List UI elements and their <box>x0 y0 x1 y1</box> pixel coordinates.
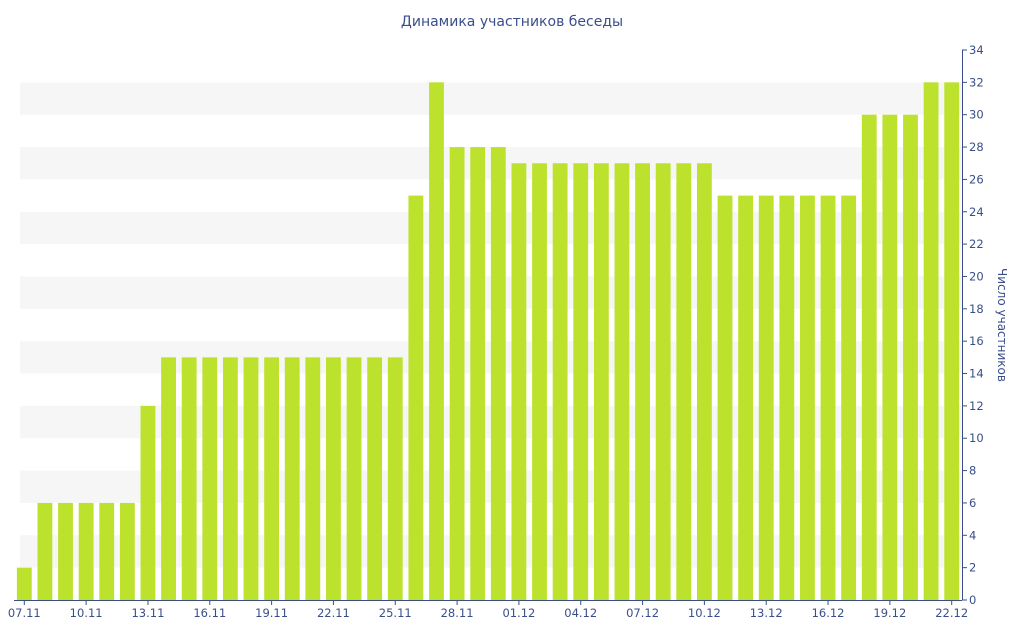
x-tick-label: 19.11 <box>255 606 288 620</box>
y-tick-label: 8 <box>969 464 976 478</box>
bar-series <box>16 82 960 601</box>
bar-25.11[interactable] <box>387 357 403 600</box>
bar-08.12[interactable] <box>655 163 671 601</box>
bar-05.12[interactable] <box>593 163 609 601</box>
x-tick-label: 16.12 <box>812 606 845 620</box>
bar-11.12[interactable] <box>717 195 733 600</box>
bar-19.12[interactable] <box>882 114 898 601</box>
bar-17.12[interactable] <box>841 195 857 600</box>
y-axis-title: Число участников <box>995 268 1009 382</box>
bar-10.12[interactable] <box>696 163 712 601</box>
x-axis: 07.11 10.11 13.11 16.11 19.11 22.11 25.11 28.11… <box>8 600 968 620</box>
x-tick-label: 07.11 <box>8 606 41 620</box>
bar-08.11[interactable] <box>37 502 53 600</box>
x-tick-label: 19.12 <box>873 606 906 620</box>
bar-07.12[interactable] <box>635 163 650 601</box>
bar-27.11[interactable] <box>429 82 444 601</box>
bar-20.11[interactable] <box>284 357 300 600</box>
y-tick-label: 22 <box>969 237 984 251</box>
bar-04.12[interactable] <box>573 163 589 601</box>
bar-26.11[interactable] <box>408 195 424 600</box>
x-tick-label: 10.11 <box>70 606 103 620</box>
bar-03.12[interactable] <box>552 163 568 601</box>
bar-15.12[interactable] <box>800 195 815 600</box>
bar-21.12[interactable] <box>923 82 939 601</box>
bar-14.12[interactable] <box>779 195 795 600</box>
bar-24.11[interactable] <box>367 357 383 600</box>
bar-12.11[interactable] <box>119 502 135 600</box>
bar-22.11[interactable] <box>326 357 341 600</box>
x-tick-label: 01.12 <box>502 606 535 620</box>
x-tick-label: 22.12 <box>935 606 968 620</box>
bar-01.12[interactable] <box>511 163 527 601</box>
y-tick-label: 18 <box>969 302 984 316</box>
y-tick-label: 10 <box>969 431 984 445</box>
y-tick-label: 12 <box>969 399 984 413</box>
bar-29.11[interactable] <box>470 147 486 600</box>
bar-22.12[interactable] <box>944 82 960 601</box>
x-tick-label: 25.11 <box>379 606 412 620</box>
x-tick-label: 04.12 <box>564 606 597 620</box>
bar-19.11[interactable] <box>264 357 280 600</box>
bar-17.11[interactable] <box>222 357 238 600</box>
y-tick-label: 14 <box>969 367 984 381</box>
bar-20.12[interactable] <box>903 114 918 601</box>
bar-16.11[interactable] <box>202 357 218 600</box>
bar-28.11[interactable] <box>449 147 465 600</box>
y-tick-label: 34 <box>969 43 984 57</box>
x-tick-label: 28.11 <box>441 606 474 620</box>
bar-13.11[interactable] <box>140 405 156 600</box>
bar-13.12[interactable] <box>758 195 774 600</box>
bar-09.12[interactable] <box>676 163 692 601</box>
bar-11.11[interactable] <box>99 502 115 600</box>
x-tick-label: 10.12 <box>688 606 721 620</box>
bar-21.11[interactable] <box>305 357 321 600</box>
x-tick-label: 07.12 <box>626 606 659 620</box>
x-tick-label: 13.12 <box>750 606 783 620</box>
x-tick-label: 13.11 <box>131 606 164 620</box>
bar-12.12[interactable] <box>738 195 754 600</box>
y-tick-label: 0 <box>969 593 976 607</box>
bar-07.11[interactable] <box>16 567 32 600</box>
bar-15.11[interactable] <box>181 357 197 600</box>
y-tick-label: 30 <box>969 108 984 122</box>
grid-band <box>20 82 962 115</box>
bar-16.12[interactable] <box>820 195 836 600</box>
bar-06.12[interactable] <box>614 163 630 601</box>
y-tick-label: 4 <box>969 528 976 542</box>
y-tick-label: 24 <box>969 205 984 219</box>
bar-23.11[interactable] <box>346 357 362 600</box>
x-tick-label: 16.11 <box>193 606 226 620</box>
bar-10.11[interactable] <box>78 502 94 600</box>
y-tick-label: 26 <box>969 172 984 186</box>
y-tick-label: 28 <box>969 140 984 154</box>
x-tick-label: 22.11 <box>317 606 350 620</box>
y-tick-label: 2 <box>969 561 976 575</box>
bar-14.11[interactable] <box>161 357 176 600</box>
y-tick-label: 6 <box>969 496 976 510</box>
bar-18.11[interactable] <box>243 357 259 600</box>
y-tick-label: 16 <box>969 334 984 348</box>
y-tick-label: 20 <box>969 269 984 283</box>
bar-09.11[interactable] <box>58 502 73 600</box>
bar-18.12[interactable] <box>861 114 877 601</box>
bar-30.11[interactable] <box>490 147 506 600</box>
chart-title: Динамика участников беседы <box>400 14 624 30</box>
bar-02.12[interactable] <box>532 163 547 601</box>
y-tick-label: 32 <box>969 75 984 89</box>
